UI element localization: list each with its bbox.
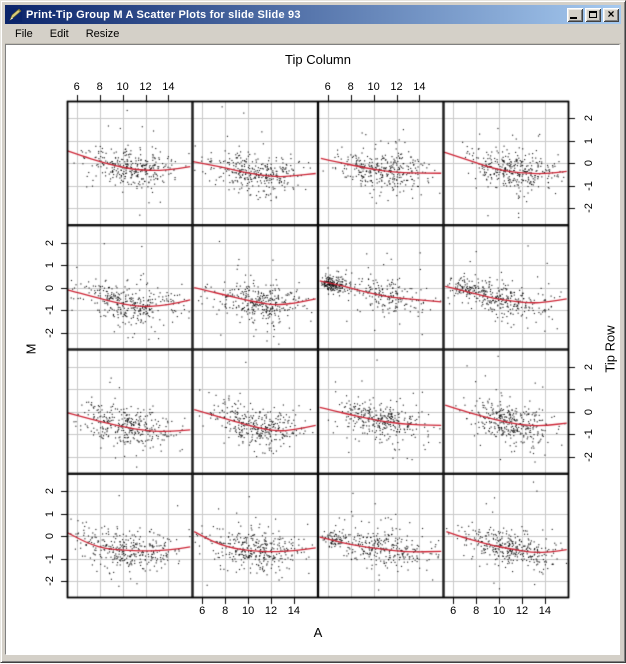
menu-item-file[interactable]: File: [15, 27, 33, 40]
window-title: Print-Tip Group M A Scatter Plots for sl…: [26, 8, 301, 21]
menu-item-resize[interactable]: Resize: [85, 27, 120, 40]
minimize-icon: [570, 16, 577, 19]
window-controls: ×: [567, 7, 619, 22]
close-icon: ×: [607, 7, 615, 21]
title-bar[interactable]: Print-Tip Group M A Scatter Plots for sl…: [5, 5, 621, 24]
app-icon[interactable]: [8, 7, 22, 22]
menu-item-edit[interactable]: Edit: [49, 27, 69, 40]
maximize-icon: [589, 11, 597, 18]
maximize-button[interactable]: [585, 7, 601, 22]
menu-bar: File Edit Resize: [5, 24, 621, 44]
close-button[interactable]: ×: [603, 7, 619, 22]
minimize-button[interactable]: [567, 7, 583, 22]
client-area: [5, 44, 620, 655]
